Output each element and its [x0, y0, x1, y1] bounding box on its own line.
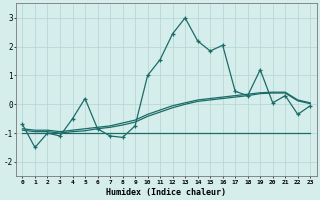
X-axis label: Humidex (Indice chaleur): Humidex (Indice chaleur)	[106, 188, 226, 197]
